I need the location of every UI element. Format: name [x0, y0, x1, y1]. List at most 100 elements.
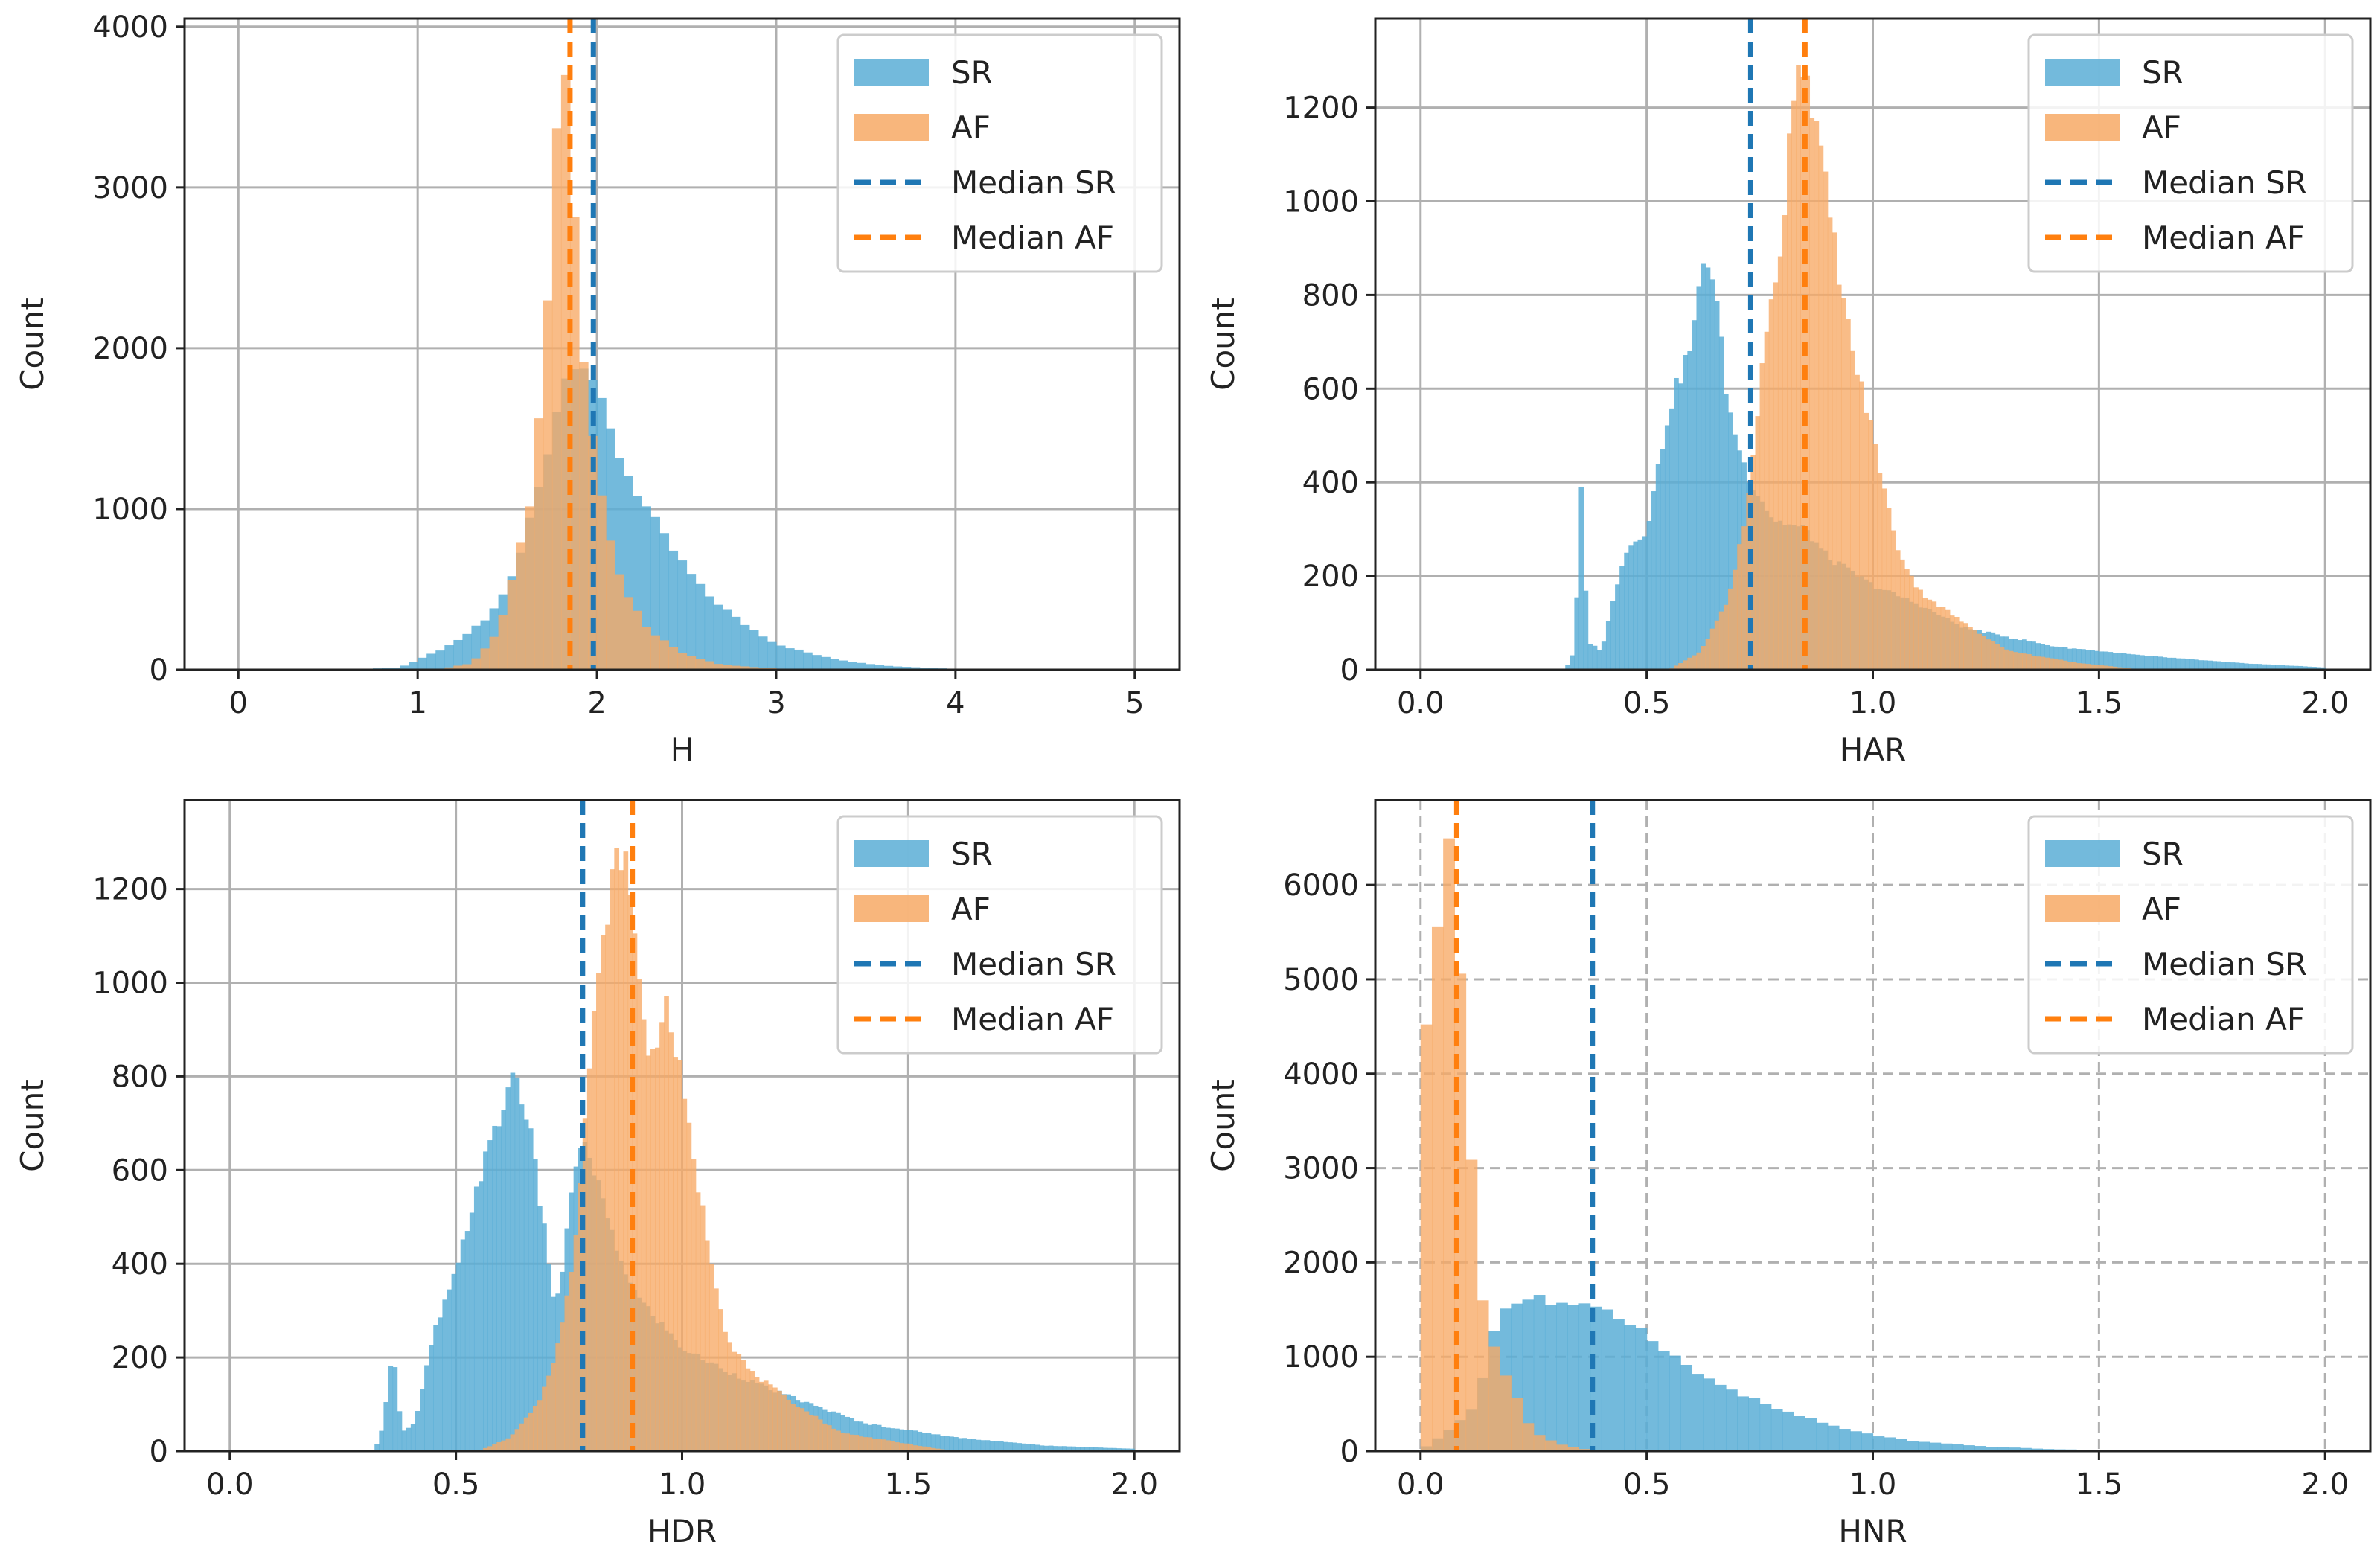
histogram-bar — [691, 1159, 697, 1451]
histogram-bar — [2257, 664, 2262, 670]
histogram-bar — [1777, 256, 1783, 670]
histogram-bar — [537, 1206, 543, 1451]
histogram-bar — [2108, 652, 2114, 670]
y-tick-label: 200 — [112, 1341, 168, 1375]
y-axis-label: Count — [1205, 298, 1241, 391]
histogram-bar — [899, 1429, 904, 1451]
histogram-bar — [2008, 650, 2014, 670]
histogram-bar — [650, 635, 660, 670]
legend-label: Median AF — [2142, 1001, 2305, 1037]
histogram-bar — [2243, 663, 2249, 670]
histogram-bar — [786, 1399, 791, 1451]
histogram-bar — [444, 645, 454, 670]
x-tick-label: 0.5 — [432, 1468, 480, 1502]
y-tick-label: 800 — [112, 1060, 168, 1094]
histogram-bar — [1610, 601, 1616, 670]
histogram-bar — [1556, 1444, 1568, 1451]
histogram-bar — [409, 662, 418, 670]
histogram-bar — [1929, 1442, 1942, 1451]
histogram-bar — [2198, 660, 2204, 670]
histogram-bar — [1868, 420, 1874, 670]
histogram-bar — [1002, 1441, 1008, 1451]
histogram-bar — [2297, 665, 2303, 670]
histogram-bar — [505, 1438, 511, 1451]
histogram-bar — [1963, 1445, 1975, 1451]
histogram-bar — [821, 656, 831, 670]
x-axis-label: HAR — [1840, 732, 1907, 768]
histogram-bar — [2020, 1447, 2032, 1451]
histogram-bar — [2035, 656, 2041, 670]
histogram-bar — [1578, 1303, 1591, 1451]
histogram-bar — [908, 1430, 914, 1451]
histogram-bar — [673, 1057, 679, 1451]
histogram-bar — [1787, 133, 1792, 670]
legend-swatch-sr — [854, 59, 929, 86]
histogram-bar — [1692, 655, 1698, 670]
histogram-bar — [1723, 604, 1729, 670]
histogram-bar — [2284, 665, 2290, 670]
histogram-bar — [591, 1011, 597, 1451]
histogram-bar — [2017, 653, 2023, 670]
histogram-bar — [1886, 508, 1892, 670]
histogram-bar — [777, 1390, 782, 1451]
histogram-bar — [1816, 1422, 1829, 1451]
histogram-bar — [1533, 1435, 1546, 1451]
histogram-bar — [749, 630, 759, 670]
histogram-bar — [2085, 664, 2091, 670]
x-tick-label: 5 — [1125, 686, 1144, 720]
histogram-bar — [483, 1447, 488, 1451]
histogram-bar — [489, 636, 499, 670]
histogram-bar — [1877, 473, 1883, 670]
histogram-bar — [2271, 665, 2276, 670]
legend-swatch-sr — [2045, 840, 2120, 867]
histogram-bar — [532, 1159, 538, 1451]
series-af — [435, 74, 813, 670]
histogram-bar — [2302, 666, 2308, 670]
histogram-bar — [1701, 263, 1706, 670]
histogram-bar — [740, 666, 750, 670]
histogram-bar — [543, 300, 553, 670]
histogram-bar — [1972, 630, 1977, 670]
histogram-bar — [1723, 394, 1729, 670]
histogram-bar — [569, 1272, 575, 1451]
histogram-bar — [2103, 665, 2109, 670]
legend-label: SR — [2142, 836, 2184, 872]
histogram-bar — [1936, 607, 1942, 670]
x-tick-label: 0 — [229, 686, 248, 720]
histogram-bar — [1674, 665, 1679, 670]
histogram-bar — [1624, 552, 1629, 670]
histogram-bar — [1725, 1389, 1738, 1451]
histogram-bar — [2112, 653, 2118, 670]
histogram-bar — [1733, 569, 1738, 670]
histogram-bar — [1703, 1378, 1715, 1451]
histogram-bar — [1764, 331, 1770, 670]
histogram-bar — [758, 1381, 764, 1451]
histogram-bar — [1759, 363, 1765, 670]
histogram-bar — [2175, 658, 2181, 670]
histogram-bar — [510, 1434, 516, 1451]
histogram-bar — [2221, 662, 2227, 670]
histogram-bar — [516, 542, 526, 670]
histogram-bar — [1794, 1416, 1805, 1451]
histogram-bar — [781, 1394, 787, 1451]
histogram-bar — [447, 1289, 452, 1451]
histogram-bar — [2058, 659, 2064, 670]
histogram-bar — [1692, 1374, 1704, 1451]
histogram-bar — [903, 1443, 909, 1451]
x-tick-label: 2 — [587, 686, 606, 720]
legend-swatch-af — [854, 895, 929, 922]
histogram-bar — [1770, 1408, 1783, 1451]
series-af — [1420, 838, 1602, 1451]
histogram-bar — [2162, 657, 2168, 670]
histogram-bar — [1431, 926, 1444, 1451]
histogram-bar — [731, 665, 741, 670]
histogram-bar — [642, 627, 651, 670]
histogram-bar — [880, 1427, 886, 1451]
x-tick-label: 1 — [408, 686, 426, 720]
histogram-bar — [636, 979, 642, 1451]
legend-swatch-af — [854, 114, 929, 141]
histogram-bar — [471, 658, 482, 670]
histogram-bar — [1071, 1446, 1076, 1451]
histogram-bar — [2230, 662, 2236, 670]
histogram-bar — [655, 1047, 660, 1451]
